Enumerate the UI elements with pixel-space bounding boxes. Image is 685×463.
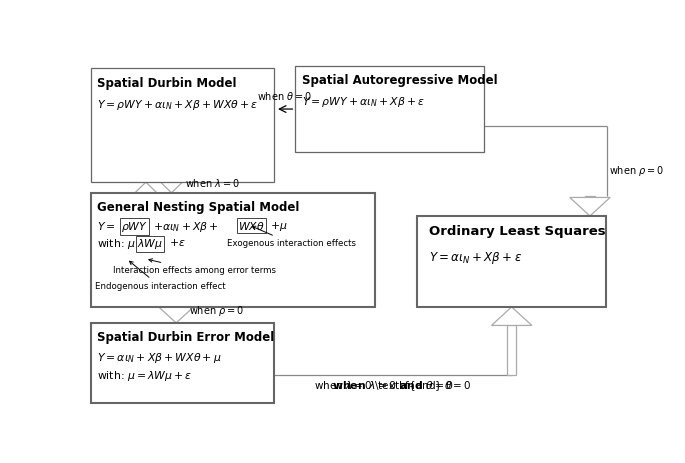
Text: General Nesting Spatial Model: General Nesting Spatial Model (97, 200, 299, 213)
FancyBboxPatch shape (91, 68, 274, 182)
Text: when $\lambda = 0$ \textbf{and} $\theta = 0$: when $\lambda = 0$ \textbf{and} $\theta … (314, 379, 471, 393)
Text: when $\rho = 0$: when $\rho = 0$ (190, 304, 245, 318)
FancyBboxPatch shape (417, 216, 606, 307)
Text: $Y = \alpha\iota_N + X\beta + \varepsilon$: $Y = \alpha\iota_N + X\beta + \varepsilo… (429, 250, 522, 266)
Polygon shape (570, 197, 610, 216)
Bar (507, 325, 516, 375)
Text: when $\rho = 0$: when $\rho = 0$ (608, 164, 664, 178)
Text: $+ \mu$: $+ \mu$ (270, 219, 288, 232)
Text: Ordinary Least Squares: Ordinary Least Squares (429, 225, 606, 238)
Text: with: $\mu =$: with: $\mu =$ (97, 238, 147, 251)
Polygon shape (128, 182, 164, 199)
Text: $\rho WY$: $\rho WY$ (121, 219, 148, 233)
Text: $Y =$: $Y =$ (97, 219, 116, 232)
Text: Spatial Durbin Error Model: Spatial Durbin Error Model (97, 331, 275, 344)
Text: $+ \alpha\iota_N + X\beta +$: $+ \alpha\iota_N + X\beta +$ (153, 219, 219, 233)
Text: Endogenous interaction effect: Endogenous interaction effect (95, 261, 225, 291)
Text: when $\lambda = 0$ and $\theta = 0$: when $\lambda = 0$ and $\theta = 0$ (332, 379, 454, 391)
Polygon shape (156, 304, 197, 323)
Text: Interaction effects among error terms: Interaction effects among error terms (113, 259, 276, 275)
Text: $WX\theta$: $WX\theta$ (238, 219, 264, 232)
Text: with: $\mu = \lambda W\mu + \varepsilon$: with: $\mu = \lambda W\mu + \varepsilon$ (97, 369, 192, 383)
Polygon shape (491, 307, 532, 325)
Text: when $\lambda = 0$: when $\lambda = 0$ (185, 177, 240, 189)
Text: $\lambda W\mu$: $\lambda W\mu$ (137, 238, 163, 251)
Text: $Y = \rho WY + \alpha\iota_N + X\beta + WX\theta + \varepsilon$: $Y = \rho WY + \alpha\iota_N + X\beta + … (97, 98, 258, 113)
FancyBboxPatch shape (295, 66, 484, 152)
Polygon shape (154, 175, 189, 193)
FancyBboxPatch shape (91, 323, 274, 403)
Text: $Y = \rho WY + \alpha\iota_N + X\beta + \varepsilon$: $Y = \rho WY + \alpha\iota_N + X\beta + … (301, 95, 425, 109)
Bar (585, 196, 595, 197)
FancyBboxPatch shape (91, 193, 375, 307)
Text: when $\theta = 0$: when $\theta = 0$ (258, 90, 312, 102)
Text: $+ \varepsilon$: $+ \varepsilon$ (169, 238, 186, 248)
Text: $Y = \alpha\iota_N + X\beta + WX\theta + \mu$: $Y = \alpha\iota_N + X\beta + WX\theta +… (97, 351, 222, 365)
Text: Exogenous interaction effects: Exogenous interaction effects (227, 226, 356, 248)
Text: Spatial Durbin Model: Spatial Durbin Model (97, 77, 237, 90)
Text: Spatial Autoregressive Model: Spatial Autoregressive Model (301, 74, 497, 87)
